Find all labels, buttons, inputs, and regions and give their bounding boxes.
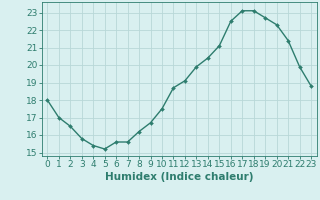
X-axis label: Humidex (Indice chaleur): Humidex (Indice chaleur) [105,172,253,182]
